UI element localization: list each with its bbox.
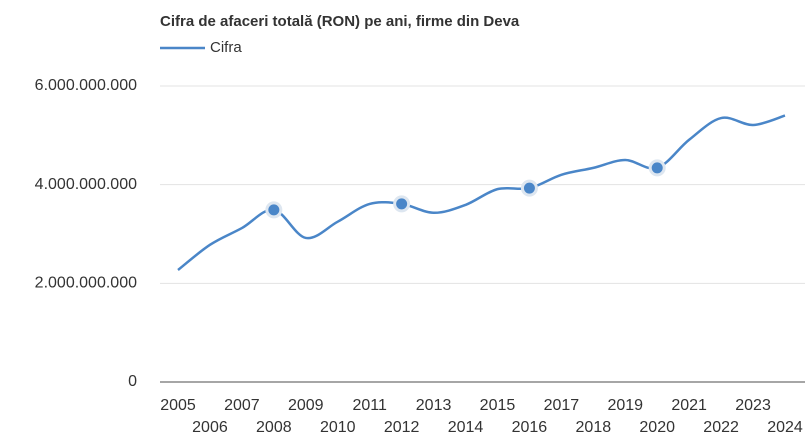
x-tick-label: 2008 xyxy=(256,419,292,436)
x-tick-label: 2020 xyxy=(639,419,675,436)
x-tick-label: 2013 xyxy=(416,397,452,414)
x-tick-label: 2023 xyxy=(735,397,771,414)
chart-title: Cifra de afaceri totală (RON) pe ani, fi… xyxy=(160,13,520,30)
x-tick-label: 2007 xyxy=(224,397,260,414)
y-tick-label: 0 xyxy=(128,373,137,390)
x-tick-label: 2024 xyxy=(767,419,803,436)
y-tick-label: 6.000.000.000 xyxy=(35,77,137,94)
series-line xyxy=(177,114,786,271)
x-tick-label: 2009 xyxy=(288,397,324,414)
y-tick-label: 4.000.000.000 xyxy=(35,176,137,193)
x-tick-label: 2022 xyxy=(703,419,739,436)
x-tick-label: 2018 xyxy=(576,419,612,436)
x-tick-label: 2014 xyxy=(448,419,484,436)
x-tick-label: 2015 xyxy=(480,397,516,414)
x-tick-label: 2016 xyxy=(512,419,548,436)
data-point xyxy=(393,195,411,213)
x-tick-label: 2021 xyxy=(671,397,707,414)
x-tick-label: 2012 xyxy=(384,419,420,436)
x-tick-label: 2017 xyxy=(544,397,580,414)
data-point xyxy=(265,201,283,219)
x-tick-label: 2011 xyxy=(352,397,387,414)
x-tick-label: 2006 xyxy=(192,419,228,436)
x-tick-label: 2010 xyxy=(320,419,356,436)
y-tick-label: 2.000.000.000 xyxy=(35,275,137,292)
data-point xyxy=(520,179,538,197)
x-tick-label: 2005 xyxy=(160,397,196,414)
legend-label: Cifra xyxy=(210,39,242,56)
data-point xyxy=(648,159,666,177)
x-tick-label: 2019 xyxy=(607,397,643,414)
